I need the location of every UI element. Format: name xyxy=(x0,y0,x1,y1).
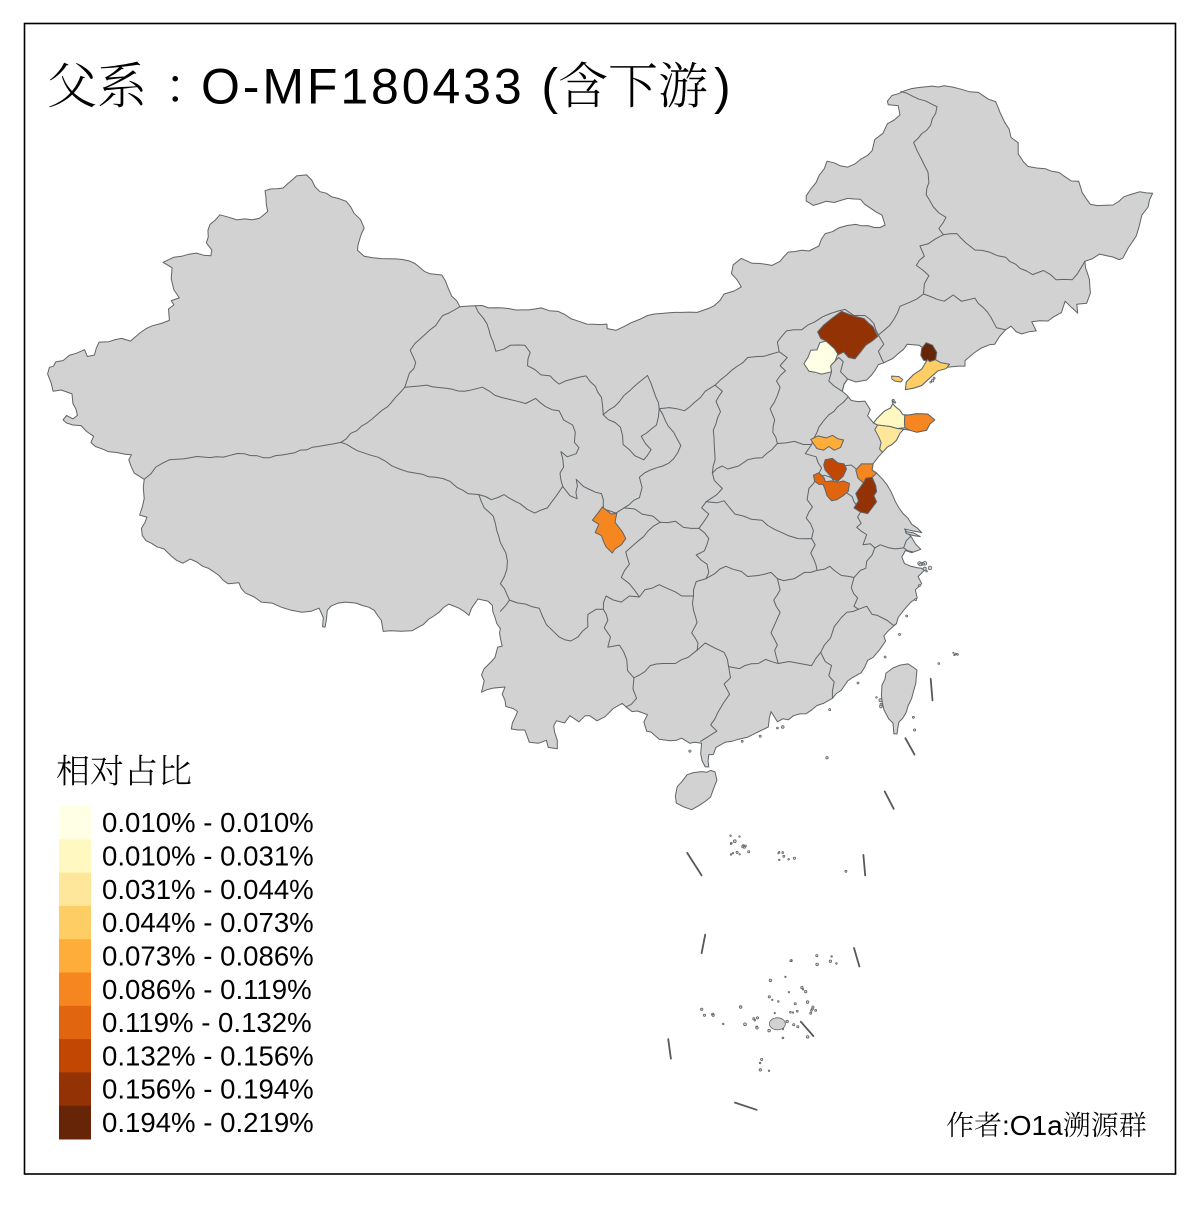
svg-text:): ) xyxy=(714,59,731,115)
svg-text:0.010% - 0.031%: 0.010% - 0.031% xyxy=(102,841,314,872)
svg-text:0.031% - 0.044%: 0.031% - 0.044% xyxy=(102,874,314,905)
svg-text:O-MF180433 (: O-MF180433 ( xyxy=(201,59,561,115)
svg-text:0.156% - 0.194%: 0.156% - 0.194% xyxy=(102,1074,314,1105)
svg-text:0.044% - 0.073%: 0.044% - 0.073% xyxy=(102,907,314,938)
svg-text:0.194% - 0.219%: 0.194% - 0.219% xyxy=(102,1107,314,1138)
svg-text:0.132% - 0.156%: 0.132% - 0.156% xyxy=(102,1040,314,1071)
svg-text::O1a: :O1a xyxy=(1002,1110,1063,1141)
svg-text:0.073% - 0.086%: 0.073% - 0.086% xyxy=(102,941,314,972)
svg-text:0.086% - 0.119%: 0.086% - 0.119% xyxy=(102,974,312,1005)
svg-text:0.119% - 0.132%: 0.119% - 0.132% xyxy=(102,1007,312,1038)
svg-text:0.010% - 0.010%: 0.010% - 0.010% xyxy=(102,807,314,838)
